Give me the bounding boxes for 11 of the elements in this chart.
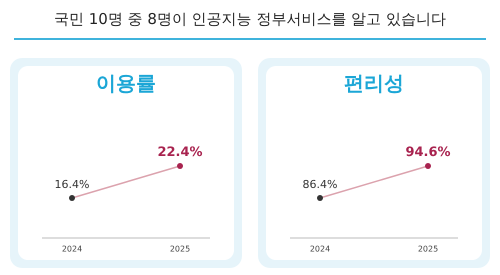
data-label: 86.4% [302, 178, 338, 191]
x-tick-label: 2025 [170, 244, 190, 254]
data-label: 16.4% [54, 178, 90, 191]
x-tick-label: 2025 [418, 244, 438, 254]
chart-title: 편리성 [343, 70, 405, 97]
x-tick-label: 2024 [62, 244, 82, 254]
chart-title: 이용률 [95, 70, 157, 97]
data-label: 94.6% [405, 145, 451, 160]
text: 국민 10명 중 8명이 인공지능 정부서비스를 알고 있습니다 [52, 9, 447, 29]
data-label: 22.4% [157, 145, 203, 160]
x-tick-label: 2024 [310, 244, 330, 254]
